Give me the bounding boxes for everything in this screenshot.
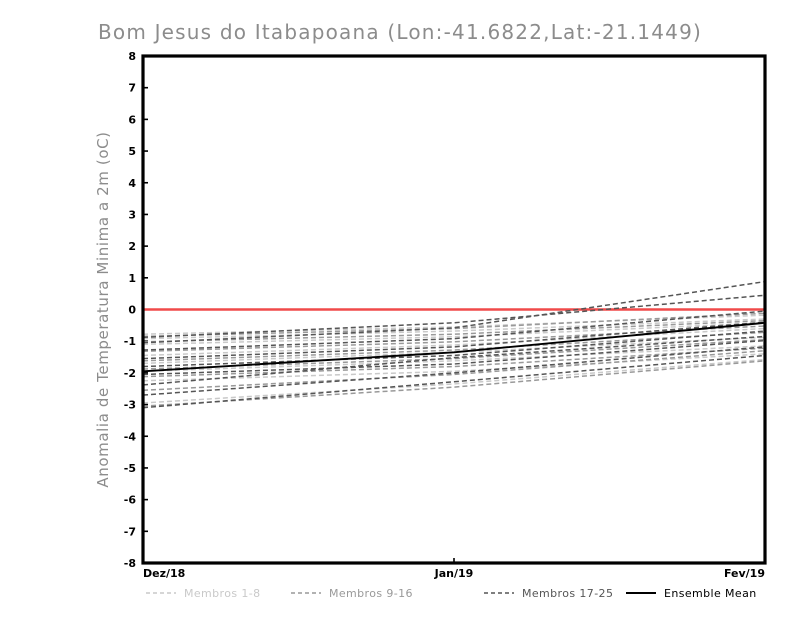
plot-frame (141, 54, 767, 565)
chart-legend: Membros 1-8 Membros 9-16 Membros 17-25 Ense… (146, 587, 757, 600)
y-tick-label: -4 (124, 430, 137, 443)
member-line (143, 331, 765, 362)
y-tick-label: 1 (128, 272, 136, 285)
legend-label: Membros 1-8 (184, 587, 261, 600)
y-tick-label: -6 (124, 494, 137, 507)
ensemble-mean-line (143, 321, 765, 373)
y-tick-label: 0 (128, 304, 136, 317)
y-tick-label: -2 (124, 367, 136, 380)
y-tick-label: 6 (128, 113, 136, 126)
y-tick-label: 8 (128, 50, 136, 63)
member-line (143, 330, 765, 368)
y-axis-label: Anomalia de Temperatura Minima a 2m (oC) (94, 131, 112, 487)
x-tick-label: Fev/19 (724, 567, 765, 580)
page-title: Bom Jesus do Itabapoana (Lon:-41.6822,La… (97, 20, 702, 44)
y-tick-label: -3 (124, 399, 136, 412)
member-line (143, 335, 765, 386)
series-group (143, 280, 765, 409)
member-line (143, 349, 765, 392)
x-tick-label: Dez/18 (143, 567, 185, 580)
y-tick-label: -5 (124, 462, 136, 475)
member-line (143, 354, 765, 409)
legend-label: Membros 17-25 (522, 587, 613, 600)
member-line (143, 280, 765, 344)
y-tick-label: 4 (128, 177, 136, 190)
y-tick-label: 5 (128, 145, 136, 158)
y-tick-label: -1 (124, 335, 136, 348)
y-tick-label: -7 (124, 525, 136, 538)
y-tick-label: -8 (124, 557, 136, 570)
y-tick-label: 7 (128, 82, 136, 95)
member-line (143, 346, 765, 396)
legend-label: Ensemble Mean (664, 587, 757, 600)
legend-label: Membros 9-16 (329, 587, 413, 600)
member-line (143, 318, 765, 340)
x-tick-label: Jan/19 (434, 567, 474, 580)
y-tick-label: 3 (128, 208, 136, 221)
y-tick-label: 2 (128, 240, 136, 253)
x-axis-ticks: Dez/18 Jan/19 Fev/19 (142, 558, 766, 580)
